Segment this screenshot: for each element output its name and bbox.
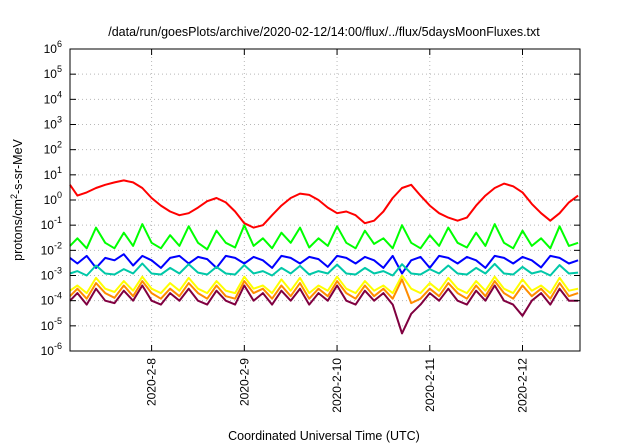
y-axis-label-base: protons/cm — [11, 199, 25, 261]
y-tick-label-exp: -3 — [54, 266, 62, 276]
x-tick-label: 2020-2-11 — [423, 358, 437, 412]
y-tick-label: 104 — [44, 89, 62, 106]
y-tick-label-base: 10 — [41, 319, 55, 333]
y-tick-label-exp: 1 — [57, 165, 62, 175]
y-tick-label: 100 — [44, 190, 62, 207]
y-tick-label-base: 10 — [41, 294, 55, 308]
y-tick-label-base: 10 — [44, 168, 58, 182]
x-axis-label: Coordinated Universal Time (UTC) — [228, 429, 420, 443]
y-tick-label-exp: -1 — [54, 215, 62, 225]
y-tick-label-base: 10 — [41, 269, 55, 283]
series-line-2 — [69, 223, 579, 251]
x-tick-label: 2020-2-12 — [516, 358, 530, 413]
y-tick-label-exp: -6 — [54, 341, 62, 351]
y-tick-label: 10-2 — [41, 240, 62, 257]
y-tick-label-base: 10 — [44, 42, 58, 56]
series-lines — [69, 179, 579, 335]
x-axis-ticks: 2020-2-8 2020-2-9 2020-2-10 2020-2-11 2020-2… — [145, 49, 530, 413]
y-tick-label: 101 — [44, 165, 62, 182]
y-tick-label: 10-3 — [41, 266, 62, 283]
y-tick-label-base: 10 — [41, 218, 55, 232]
y-tick-label-base: 10 — [44, 92, 58, 106]
y-tick-label: 105 — [44, 64, 62, 81]
chart-title: /data/run/goesPlots/archive/2020-02-12/1… — [108, 25, 540, 39]
y-axis-label-exp: 2 — [9, 194, 19, 199]
grid-lines — [70, 49, 580, 351]
series-line-1 — [69, 179, 579, 229]
x-tick-label: 2020-2-8 — [145, 358, 159, 406]
y-tick-label-base: 10 — [44, 193, 58, 207]
y-tick-label-exp: -4 — [54, 291, 62, 301]
series-line-5 — [69, 274, 579, 295]
y-tick-label-exp: 3 — [57, 115, 62, 125]
series-line-4 — [69, 262, 579, 277]
y-axis-label: protons/cm2-s-sr-MeV — [9, 138, 25, 260]
y-tick-label-exp: 5 — [57, 64, 62, 74]
series-line-7 — [69, 284, 579, 335]
y-axis-label-rest: -s-sr-MeV — [11, 138, 25, 194]
y-tick-label-exp: -2 — [54, 240, 62, 250]
y-tick-label-exp: 4 — [57, 89, 62, 99]
y-tick-label-base: 10 — [44, 118, 58, 132]
y-tick-label: 10-6 — [41, 341, 62, 358]
y-tick-label-exp: -5 — [54, 316, 62, 326]
y-tick-label-exp: 0 — [57, 190, 62, 200]
y-tick-label-base: 10 — [41, 344, 55, 358]
y-tick-label: 102 — [44, 140, 62, 157]
y-tick-label: 10-5 — [41, 316, 62, 333]
x-tick-label: 2020-2-9 — [237, 358, 251, 406]
y-tick-label-base: 10 — [41, 243, 55, 257]
y-tick-label-exp: 2 — [57, 140, 62, 150]
series-line-6 — [69, 278, 579, 305]
y-tick-label: 10-1 — [41, 215, 62, 232]
y-tick-label-base: 10 — [44, 67, 58, 81]
series-line-3 — [69, 253, 579, 275]
y-tick-label: 103 — [44, 115, 62, 132]
y-tick-label-base: 10 — [44, 143, 58, 157]
y-axis-ticks: 10-610-510-410-310-210-11001011021031041… — [41, 39, 580, 358]
y-tick-label: 106 — [44, 39, 62, 56]
y-tick-label-exp: 6 — [57, 39, 62, 49]
x-tick-label: 2020-2-10 — [330, 358, 344, 413]
y-tick-label: 10-4 — [41, 291, 62, 308]
